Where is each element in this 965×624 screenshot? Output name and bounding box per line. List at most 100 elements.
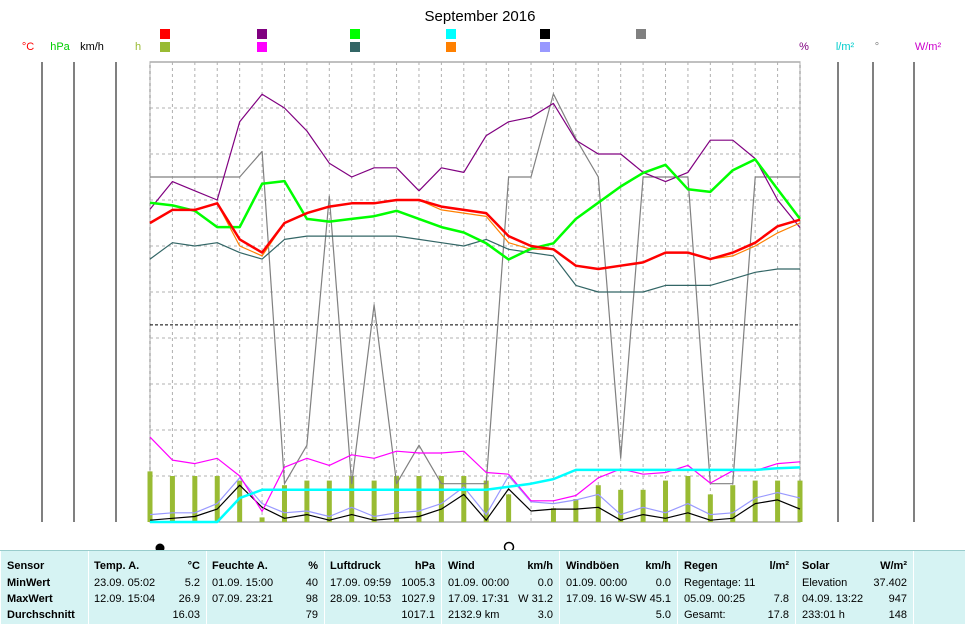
hdr-solar: Solar bbox=[802, 560, 830, 572]
series-richtung bbox=[150, 93, 800, 485]
hum-avg: 79 bbox=[305, 609, 318, 621]
legend-swatch bbox=[636, 29, 646, 39]
hdr-rain: Regen bbox=[684, 560, 718, 572]
gust-min-date: 01.09. 00:00 bbox=[566, 577, 628, 589]
legend-swatch bbox=[160, 42, 170, 52]
press-max: 1027.9 bbox=[401, 593, 435, 605]
hdr-sensor: Sensor bbox=[7, 560, 45, 572]
legend bbox=[160, 29, 646, 52]
sunshine-bar bbox=[326, 480, 332, 522]
sunshine-bar bbox=[281, 485, 287, 522]
col-solar: Solar W/m² Elevation 37.402 04.09. 13:22… bbox=[795, 551, 913, 624]
solar-elev-label: Elevation bbox=[802, 577, 848, 589]
grid bbox=[149, 61, 801, 523]
legend-swatch bbox=[446, 42, 456, 52]
press-avg: 1017.1 bbox=[401, 609, 435, 621]
hum-max-date: 07.09. 23:21 bbox=[212, 593, 274, 605]
legend-swatch bbox=[540, 42, 550, 52]
new-moon-icon bbox=[155, 543, 165, 550]
sunshine-bar bbox=[304, 480, 310, 522]
wind-avg: 3.0 bbox=[537, 609, 553, 621]
hdr-gust: Windböen bbox=[566, 560, 620, 572]
moon-markers bbox=[155, 541, 515, 550]
series-taupunkt bbox=[149, 235, 800, 293]
sunshine-bars bbox=[147, 471, 803, 522]
wind-max-date: 17.09. 17:31 bbox=[448, 593, 510, 605]
temp-min-date: 23.09. 05:02 bbox=[94, 577, 156, 589]
unit-pressure: hPa bbox=[50, 41, 70, 53]
legend-swatch bbox=[257, 42, 267, 52]
unit-pct: % bbox=[799, 41, 809, 53]
unit-temp: °C bbox=[22, 41, 34, 53]
legend-swatch bbox=[350, 29, 360, 39]
chart-title: September 2016 bbox=[425, 8, 536, 25]
sunshine-bar bbox=[461, 476, 467, 522]
sunshine-bar bbox=[707, 494, 713, 522]
solar-hours: 233:01 h bbox=[802, 609, 845, 621]
hdr-temp-unit: °C bbox=[187, 560, 200, 572]
sunshine-bar bbox=[483, 480, 489, 522]
sunshine-bar bbox=[192, 476, 198, 522]
col-sensor: Sensor MinWert MaxWert Durchschnitt bbox=[0, 551, 88, 624]
temp-max-date: 12.09. 15:04 bbox=[94, 593, 156, 605]
gust-min: 0.0 bbox=[655, 577, 671, 589]
series-windböen bbox=[149, 475, 801, 518]
rain-max-date: 05.09. 00:25 bbox=[684, 593, 746, 605]
sunshine-bar bbox=[797, 480, 803, 522]
temp-avg: 16.03 bbox=[172, 609, 200, 621]
press-max-date: 28.09. 10:53 bbox=[330, 593, 392, 605]
wind-max: W 31.2 bbox=[518, 593, 553, 605]
sunshine-bar bbox=[214, 476, 220, 522]
col-wind: Wind km/h 01.09. 00:00 0.0 17.09. 17:31 … bbox=[441, 551, 559, 624]
hdr-gust-unit: km/h bbox=[645, 560, 671, 572]
sunshine-bar bbox=[730, 485, 736, 522]
sunshine-bar bbox=[775, 480, 781, 522]
col-pressure: Luftdruck hPa 17.09. 09:59 1005.3 28.09.… bbox=[324, 551, 441, 624]
series-regen bbox=[150, 466, 801, 524]
series-solar bbox=[149, 436, 801, 512]
sunshine-bar bbox=[371, 480, 377, 522]
hdr-temp: Temp. A. bbox=[94, 560, 140, 572]
legend-swatch bbox=[160, 29, 170, 39]
unit-rain: l/m² bbox=[836, 41, 855, 53]
sunshine-bar bbox=[349, 476, 355, 522]
row-max-label: MaxWert bbox=[7, 593, 53, 605]
series-lines bbox=[149, 93, 801, 524]
rain-days: Regentage: 11 bbox=[684, 577, 756, 589]
wind-min-date: 01.09. 00:00 bbox=[448, 577, 510, 589]
sunshine-bar bbox=[394, 476, 400, 522]
unit-sunshine: h bbox=[135, 41, 141, 53]
row-avg-label: Durchschnitt bbox=[7, 609, 75, 621]
temp-max: 26.9 bbox=[178, 593, 200, 605]
sunshine-bar bbox=[663, 480, 669, 522]
unit-labels: °C hPa km/h h % l/m² ° W/m² bbox=[22, 41, 942, 53]
col-humidity: Feuchte A. % 01.09. 15:00 40 07.09. 23:2… bbox=[206, 551, 324, 624]
legend-swatch bbox=[540, 29, 550, 39]
row-min-label: MinWert bbox=[7, 577, 51, 589]
wind-min: 0.0 bbox=[537, 577, 553, 589]
hum-max: 98 bbox=[305, 593, 318, 605]
sunshine-bar bbox=[595, 485, 601, 522]
solar-max: 947 bbox=[888, 593, 907, 605]
unit-deg: ° bbox=[875, 41, 879, 53]
sunshine-bar bbox=[438, 476, 444, 522]
hum-min: 40 bbox=[305, 577, 318, 589]
unit-wind: km/h bbox=[80, 41, 104, 53]
rain-total: 17.8 bbox=[767, 609, 789, 621]
hdr-solar-unit: W/m² bbox=[880, 560, 907, 572]
solar-elev: 37.402 bbox=[873, 577, 907, 589]
sunshine-bar bbox=[506, 494, 512, 522]
sunshine-bar bbox=[259, 517, 265, 522]
col-gust: Windböen km/h 01.09. 00:00 0.0 17.09. 16… bbox=[559, 551, 677, 624]
sunshine-bar bbox=[416, 476, 422, 522]
hdr-press-unit: hPa bbox=[414, 560, 435, 572]
sunshine-bar bbox=[573, 499, 579, 522]
full-moon-icon bbox=[503, 541, 515, 550]
weather-chart: September 2016 °C hPa km/h h % l/m² ° W/… bbox=[22, 8, 942, 550]
gust-max: W-SW 45.1 bbox=[614, 593, 671, 605]
series-wind bbox=[149, 484, 801, 521]
series-feuchte-a bbox=[149, 93, 801, 228]
hdr-wind: Wind bbox=[448, 560, 475, 572]
hum-min-date: 01.09. 15:00 bbox=[212, 577, 274, 589]
solar-avg: 148 bbox=[888, 609, 907, 621]
